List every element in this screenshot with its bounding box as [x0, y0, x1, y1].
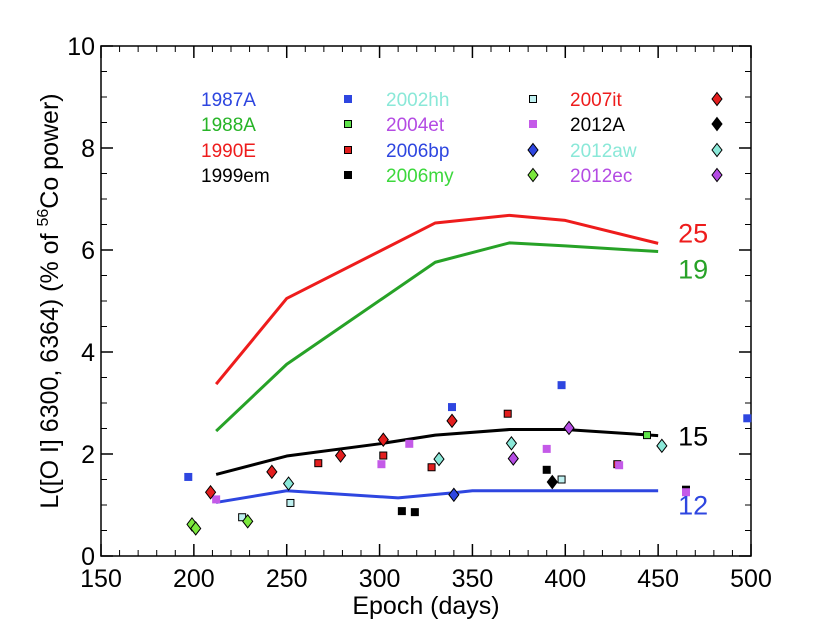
model-line-12	[215, 489, 659, 504]
legend-marker-1987A	[344, 95, 352, 103]
y-axis-title-main: L([O I] 6300, 6364) (% of	[36, 227, 64, 509]
legend-marker-2006my	[527, 167, 539, 183]
legend-label-2004et: 2004et	[386, 115, 445, 136]
point-1999em	[542, 465, 551, 474]
point-1999em	[397, 507, 406, 516]
point-2004et	[405, 439, 414, 448]
point-2004et	[682, 488, 690, 497]
point-1990E	[314, 459, 323, 468]
y-tick-label: 8	[81, 135, 95, 163]
legend-marker-2012aw	[711, 142, 723, 158]
point-1990E	[503, 409, 512, 418]
point-1987A	[448, 403, 456, 412]
point-2007it	[266, 464, 278, 480]
legend-label-2006my: 2006my	[386, 166, 454, 187]
legend-marker-1999em	[344, 171, 352, 179]
legend-marker-2004et	[529, 120, 537, 128]
legend-marker-2006bp	[527, 142, 539, 158]
legend-label-2007it: 2007it	[570, 90, 622, 111]
y-axis-title-superscript: 56	[35, 209, 52, 227]
point-1987A	[743, 414, 752, 423]
model-line-25	[214, 213, 659, 386]
point-2006my	[190, 521, 202, 536]
point-1999em	[410, 508, 419, 517]
point-2004et	[377, 460, 386, 469]
legend-label-1988A: 1988A	[201, 115, 256, 136]
x-axis-title: Epoch (days)	[352, 592, 499, 620]
legend-marker-1988A	[344, 120, 352, 128]
y-tick-label: 0	[81, 543, 95, 571]
point-2007it	[446, 413, 458, 429]
point-2002hh	[286, 498, 295, 507]
legend-marker-2012A	[711, 116, 723, 132]
legend-label-2002hh: 2002hh	[386, 90, 449, 111]
model-end-labels: 25 19 15 12	[678, 218, 708, 520]
model-label-12: 12	[678, 491, 708, 521]
model-label-15: 15	[678, 422, 708, 452]
point-2012aw	[505, 435, 518, 451]
legend-marker-2007it	[711, 91, 723, 107]
legend-label-1990E: 1990E	[201, 141, 256, 162]
point-2002hh	[557, 475, 566, 484]
point-2012ec	[507, 451, 519, 466]
axis-ticks	[100, 45, 752, 557]
legend-label-2012ec: 2012ec	[570, 166, 632, 187]
point-2012aw	[282, 476, 295, 491]
y-tick-label: 2	[81, 441, 95, 469]
point-1990E	[379, 451, 388, 460]
point-2012A	[546, 474, 558, 490]
x-tick-label: 350	[452, 565, 494, 593]
point-2012aw	[433, 451, 445, 467]
point-2004et	[212, 495, 221, 504]
point-2004et	[615, 461, 624, 470]
legend-label-1987A: 1987A	[201, 90, 256, 111]
point-2012aw	[656, 438, 668, 454]
point-2004et	[542, 444, 551, 453]
x-tick-label: 300	[359, 565, 401, 593]
x-tick-label: 400	[544, 565, 586, 593]
x-tick-label: 450	[637, 565, 679, 593]
model-label-25: 25	[678, 218, 708, 248]
point-2012ec	[563, 420, 575, 436]
x-tick-label: 500	[730, 565, 772, 593]
data-points	[184, 381, 752, 536]
y-axis-title: L([O I] 6300, 6364) (% of 56Co power)	[35, 93, 64, 508]
model-line-15	[215, 428, 659, 476]
x-tick-label: 150	[80, 565, 122, 593]
x-tick-label: 250	[266, 565, 308, 593]
y-tick-label: 10	[67, 33, 95, 61]
legend-marker-1990E	[344, 146, 352, 154]
point-2007it	[334, 448, 347, 463]
legend-label-2012aw: 2012aw	[570, 141, 637, 162]
legend-marker-2012ec	[711, 167, 723, 183]
legend-label-2012A: 2012A	[570, 115, 625, 136]
point-2006bp	[448, 487, 460, 503]
legend-label-2006bp: 2006bp	[386, 141, 449, 162]
y-tick-label: 4	[81, 339, 95, 367]
legend-marker-2002hh	[529, 95, 537, 103]
point-1987A	[557, 381, 566, 390]
point-1988A	[643, 431, 651, 440]
x-tick-labels: 150 200 250 300 350 400 450 500	[80, 565, 772, 593]
y-axis-title-rest: Co power)	[36, 93, 64, 208]
point-1990E	[427, 463, 436, 472]
point-2007it	[204, 484, 217, 500]
y-tick-label: 6	[81, 237, 95, 265]
model-label-19: 19	[678, 255, 708, 285]
legend-label-1999em: 1999em	[201, 166, 270, 187]
x-tick-label: 200	[173, 565, 215, 593]
point-2006my	[242, 513, 254, 529]
model-line-19	[215, 241, 659, 433]
point-1987A	[184, 472, 193, 481]
y-tick-labels: 0 2 4 6 8 10	[67, 33, 95, 571]
legend: 1987A 1988A 1990E 1999em 2002hh 2004et 2006bp 2…	[201, 90, 723, 187]
point-2007it	[377, 432, 389, 448]
